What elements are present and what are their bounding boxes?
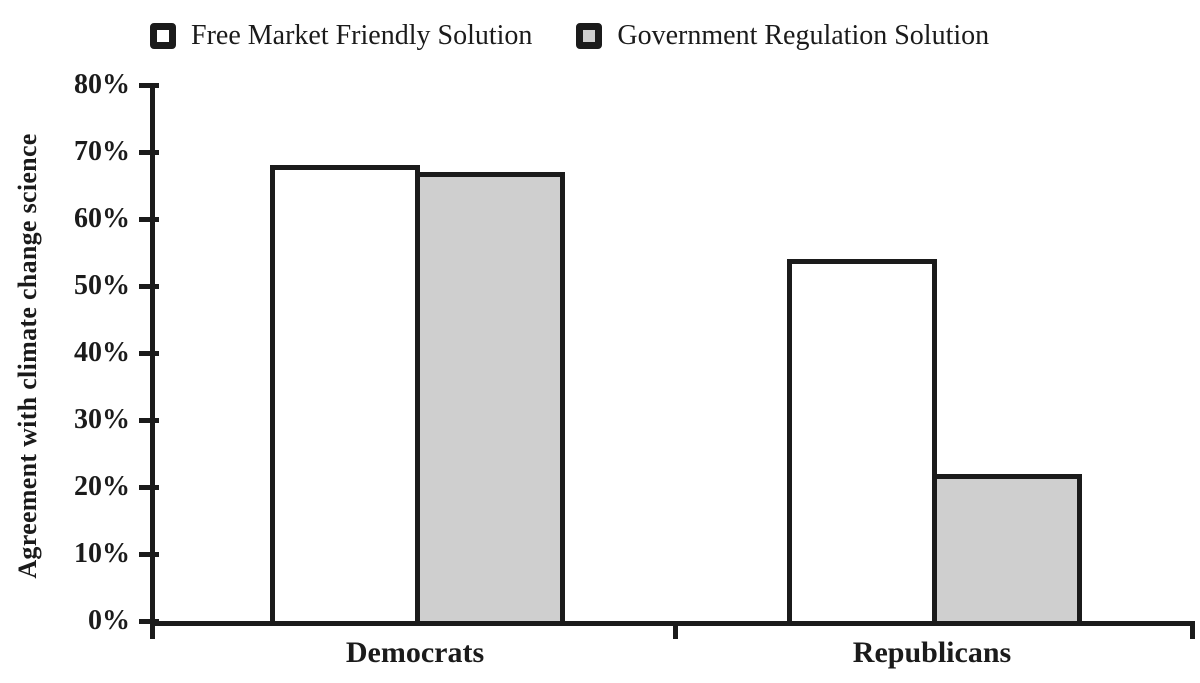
legend: Free Market Friendly Solution Government…: [150, 22, 989, 50]
y-tick-label: 10%: [74, 538, 130, 569]
x-tick-mark: [672, 626, 678, 639]
legend-item-free-market: Free Market Friendly Solution: [150, 22, 532, 50]
y-tick-mark: [139, 350, 159, 356]
x-tick-mark: [1190, 626, 1195, 639]
x-axis-labels: Democrats Republicans: [150, 638, 1190, 678]
y-tick-label: 60%: [74, 203, 130, 234]
y-tick-label: 30%: [74, 404, 130, 435]
y-tick-label: 40%: [74, 337, 130, 368]
y-tick-mark: [139, 216, 159, 222]
bar-democrats-government-regulation-solution: [415, 172, 565, 621]
y-tick-label: 80%: [74, 69, 130, 100]
y-tick-label: 70%: [74, 136, 130, 167]
y-tick-label: 20%: [74, 471, 130, 502]
y-tick-mark: [139, 82, 159, 88]
y-tick-mark: [139, 283, 159, 289]
bar-democrats-free-market-friendly-solution: [270, 165, 420, 621]
legend-item-regulation: Government Regulation Solution: [576, 22, 989, 50]
x-tick-mark: [150, 626, 155, 639]
x-category-label-democrats: Democrats: [345, 636, 485, 669]
bar-republicans-free-market-friendly-solution: [787, 259, 937, 621]
legend-label-free-market: Free Market Friendly Solution: [191, 20, 533, 51]
legend-marker-free-market-icon: [150, 23, 176, 49]
y-tick-mark: [139, 618, 159, 624]
y-tick-mark: [139, 484, 159, 490]
y-tick-mark: [139, 551, 159, 557]
y-tick-mark: [139, 149, 159, 155]
y-tick-label: 50%: [74, 270, 130, 301]
legend-marker-regulation-icon: [576, 23, 603, 49]
plot-area: [139, 82, 1195, 639]
bar-republicans-government-regulation-solution: [932, 473, 1082, 621]
y-tick-label: 0%: [88, 605, 130, 636]
y-tick-mark: [139, 417, 159, 423]
legend-label-regulation: Government Regulation Solution: [617, 20, 990, 51]
y-axis-labels: 0% 10% 20% 30% 40% 50% 60% 70% 80%: [0, 71, 130, 635]
x-category-label-republicans: Republicans: [852, 636, 1012, 669]
